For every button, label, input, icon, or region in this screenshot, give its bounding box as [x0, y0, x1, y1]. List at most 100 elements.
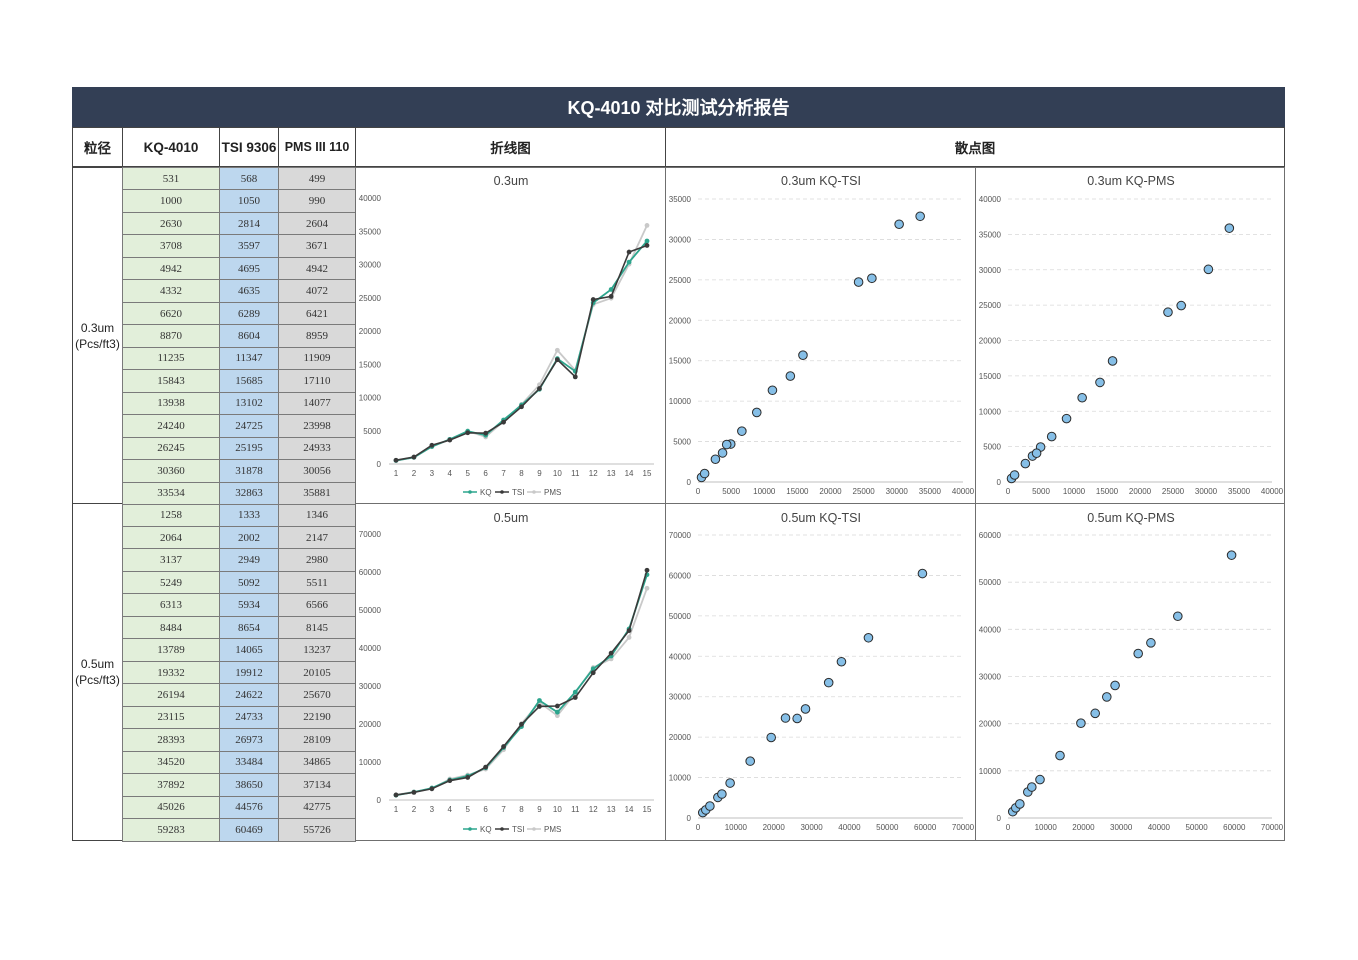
scatter-point: [1101, 692, 1112, 702]
line-chart-03um-svg: 0.3um 0 5000 10000 15000 20000 25000 30000 3500…: [359, 174, 654, 497]
y-tick-label: 60000: [359, 568, 382, 577]
kq-cell: 26245: [122, 436, 220, 461]
tsi-cell: 24725: [219, 414, 279, 438]
report-sheet: KQ-4010 对比测试分析报告 粒径 KQ-4010 TSI 9306 PMS…: [72, 87, 1285, 842]
scatter-point: [1133, 648, 1143, 659]
series-point-tsi: [411, 789, 417, 795]
series-point-kq: [572, 689, 578, 695]
y-tick-label: 40000: [979, 625, 1002, 634]
scatter-point: [1009, 470, 1020, 480]
y-tick-label: 5000: [363, 427, 381, 436]
x-tick-label: 30000: [1110, 823, 1133, 832]
x-tick-label: 30000: [1195, 487, 1218, 496]
size-label-03um-value: 0.3um: [80, 320, 115, 335]
pms-cell: 2980: [278, 548, 356, 572]
header-scatter-chart: 散点图: [665, 127, 1285, 167]
kq-cell: 23115: [122, 705, 220, 730]
y-tick-label: 30000: [979, 673, 1002, 682]
x-tick-label: 20000: [1129, 487, 1152, 496]
tsi-cell: 6289: [219, 301, 279, 326]
y-tick-label: 0: [377, 796, 382, 805]
series-point-tsi: [429, 442, 435, 448]
y-tick-label: 15000: [359, 360, 382, 369]
series-line-kq: [395, 574, 648, 797]
scatter-chart-03um-kq-pms-svg: 0.3um KQ-PMS 0 5000 10000 15000 20000 25000 30…: [979, 174, 1284, 496]
size-label-03um-unit: (Pcs/ft3): [75, 336, 120, 351]
scatter-point: [717, 448, 728, 458]
series-point-tsi: [411, 454, 417, 460]
line-chart-05um: 0.5um 0 10000 20000 30000 40000 50000 60000 700…: [355, 503, 666, 841]
y-tick-label: 0: [687, 478, 692, 487]
scatter-point: [1203, 264, 1214, 275]
series-line-kq: [395, 240, 648, 462]
header-pms: PMS III 110: [278, 127, 356, 167]
tsi-cell: 1333: [219, 503, 279, 527]
scatter-chart-05um-kq-tsi-svg: 0.5um KQ-TSI 0 10000 20000 30000 40000 50000 6…: [669, 511, 975, 832]
scatter-point: [863, 632, 874, 643]
tsi-cell: 4635: [219, 279, 279, 303]
x-tick-label: 25000: [853, 487, 876, 496]
x-tick-label: 70000: [1261, 823, 1284, 832]
pms-cell: 4072: [278, 279, 356, 303]
header-kq: KQ-4010: [122, 127, 220, 167]
legend-tsi-label: TSI: [512, 488, 524, 497]
series-point-kq: [554, 709, 560, 715]
x-tick-label: 13: [607, 469, 616, 478]
series-point-tsi: [554, 357, 560, 363]
kq-cell: 3708: [122, 234, 220, 258]
tsi-cell: 26973: [219, 728, 279, 752]
scatter-point: [1095, 377, 1105, 388]
line-chart-05um-svg: 0.5um 0 10000 20000 30000 40000 50000 60000 700…: [359, 511, 654, 834]
tsi-cell: 8654: [219, 615, 279, 640]
series-point-tsi: [465, 775, 471, 780]
tsi-cell: 2949: [219, 548, 279, 572]
y-tick-label: 40000: [359, 644, 382, 653]
x-tick-label: 30000: [886, 487, 909, 496]
y-tick-label: 10000: [669, 774, 692, 783]
tsi-cell: 3597: [219, 234, 279, 258]
x-tick-label: 9: [537, 805, 542, 814]
tsi-cell: 5934: [219, 593, 279, 617]
series-point-tsi: [465, 430, 471, 436]
x-tick-label: 10000: [753, 487, 776, 496]
x-tick-label: 11: [571, 805, 580, 814]
y-tick-label: 10000: [979, 407, 1002, 416]
pms-cell: 20105: [278, 660, 356, 685]
scatter-point: [710, 454, 721, 465]
kq-cell: 30360: [122, 459, 220, 483]
y-tick-label: 30000: [979, 266, 1002, 275]
tsi-cell: 8604: [219, 324, 279, 348]
legend-tsi-label: TSI: [512, 825, 524, 834]
y-tick-label: 0: [687, 814, 692, 823]
x-tick-label: 4: [448, 469, 453, 478]
y-tick-label: 40000: [669, 652, 692, 661]
y-tick-label: 10000: [359, 394, 382, 403]
pms-cell: 499: [278, 167, 356, 191]
line-chart-05um-title: 0.5um: [494, 511, 529, 525]
legend-kq-label: KQ: [480, 825, 492, 834]
y-tick-label: 10000: [669, 397, 692, 406]
y-tick-label: 20000: [669, 733, 692, 742]
size-label-03um: 0.3um (Pcs/ft3): [72, 167, 123, 504]
size-label-05um-unit: (Pcs/ft3): [75, 673, 120, 687]
legend-kq-label: KQ: [480, 488, 492, 497]
series-point-tsi: [537, 386, 542, 391]
tsi-cell: 1050: [219, 189, 279, 213]
kq-cell: 24240: [122, 414, 220, 438]
y-tick-label: 15000: [979, 372, 1002, 381]
kq-cell: 8870: [122, 324, 220, 348]
y-tick-label: 0: [997, 814, 1002, 823]
pms-cell: 990: [278, 189, 356, 213]
pms-cell: 34865: [278, 750, 356, 775]
scatter-point: [798, 350, 808, 360]
series-point-kq: [590, 666, 596, 672]
series-line-pms: [395, 225, 648, 462]
tsi-cell: 32863: [219, 481, 279, 506]
x-tick-label: 11: [571, 469, 580, 478]
scatter-point: [721, 439, 732, 450]
series-point-kq: [644, 238, 650, 244]
kq-cell: 2064: [122, 525, 220, 550]
scatter-point: [1076, 718, 1086, 728]
y-tick-label: 20000: [669, 316, 692, 325]
x-tick-label: 10: [553, 469, 562, 478]
